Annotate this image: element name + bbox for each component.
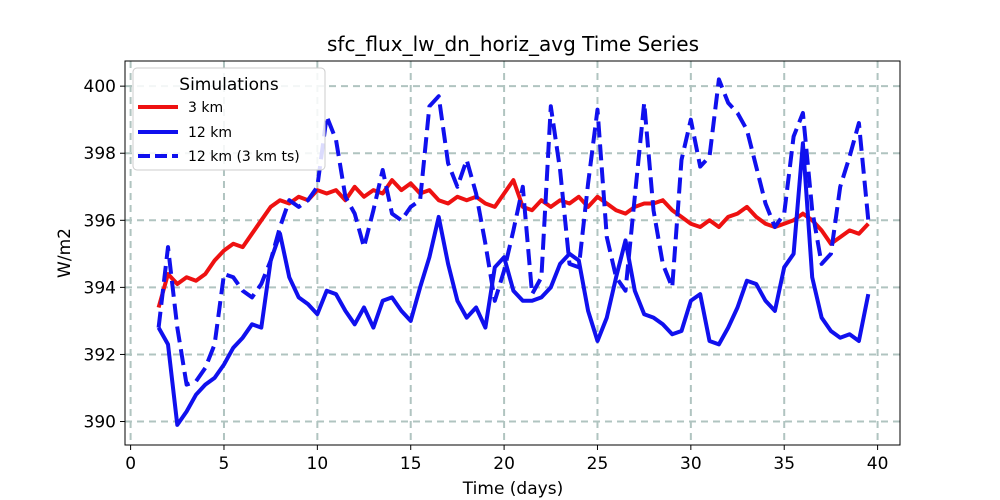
y-tick-label: 400 (84, 77, 116, 97)
legend-title: Simulations (179, 75, 279, 95)
x-tick-label: 40 (867, 454, 889, 474)
legend-label-12km-3km-ts: 12 km (3 km ts) (188, 149, 300, 165)
y-tick-label: 398 (84, 144, 116, 164)
x-tick-label: 30 (680, 454, 702, 474)
x-tick-label: 20 (493, 454, 515, 474)
y-axis-label: W/m2 (55, 228, 75, 278)
x-tick-label: 0 (125, 454, 136, 474)
series-line-12km-3km-ts (156, 77, 871, 387)
tick-layer: 0 5 10 15 20 25 30 35 40 390 392 394 396 398 400 (84, 77, 889, 474)
x-tick-label: 25 (587, 454, 609, 474)
x-tick-label: 5 (219, 454, 230, 474)
legend-box (132, 67, 326, 171)
legend-label-3km: 3 km (188, 100, 223, 116)
x-tick-label: 35 (773, 454, 795, 474)
series-layer (156, 77, 871, 427)
y-tick-label: 392 (84, 345, 116, 365)
chart-title: sfc_flux_lw_dn_horiz_avg Time Series (327, 32, 699, 56)
plot-area-frame (124, 60, 901, 446)
x-axis-label: Time (days) (462, 479, 563, 499)
x-tick-label: 15 (400, 454, 422, 474)
x-tick-label: 10 (307, 454, 329, 474)
y-tick-label: 390 (84, 413, 116, 433)
legend-label-12km: 12 km (188, 125, 232, 141)
series-line-3km (156, 178, 870, 309)
y-tick-label: 396 (84, 211, 116, 231)
y-tick-label: 394 (84, 278, 116, 298)
legend: Simulations 3 km 12 km 12 km (3 km ts) (132, 67, 326, 171)
